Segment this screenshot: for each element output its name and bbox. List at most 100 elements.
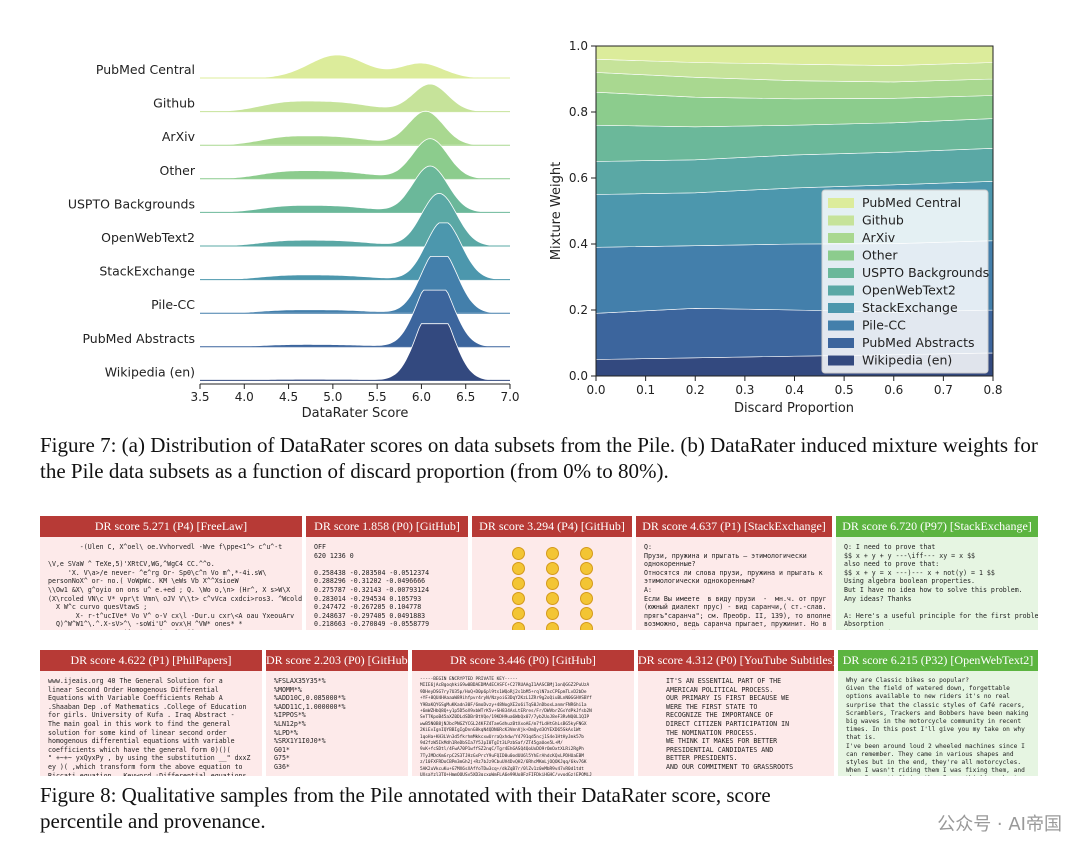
card-body: IT'S AN ESSENTIAL PART OF THE AMERICAN P…: [666, 677, 794, 771]
card-header: DR score 6.215 (P32) [OpenWebText2]: [838, 650, 1038, 671]
x-tick-label: 0.5: [835, 383, 854, 397]
figure-7-caption: Figure 7: (a) Distribution of DataRater …: [40, 433, 1038, 483]
x-tick-label: 4.5: [279, 390, 298, 404]
sample-card-stackexchange-en: DR score 6.720 (P97) [StackExchange] Q: …: [836, 516, 1038, 630]
y-tick-label: 1.0: [569, 39, 588, 53]
sample-card-freelaw: DR score 5.271 (P4) [FreeLaw] -(Ulen C, …: [40, 516, 302, 630]
legend-label: Pile-CC: [862, 318, 906, 333]
legend-swatch: [828, 198, 854, 208]
ridge-arxiv: [199, 110, 510, 146]
legend-label: Wikipedia (en): [862, 353, 952, 368]
x-tick-label: 0.0: [586, 383, 605, 397]
emoji-icon: [579, 607, 593, 620]
emoji-icon: [545, 622, 559, 630]
legend-label: USPTO Backgrounds: [862, 265, 989, 280]
emoji-icon: [511, 592, 525, 605]
legend-label: StackExchange: [862, 300, 958, 315]
emoji-icon: [579, 622, 593, 630]
watermark: 公众号 · AI帝国: [937, 814, 1062, 835]
x-tick-label: 0.2: [686, 383, 705, 397]
sample-card-openwebtext2: DR score 6.215 (P32) [OpenWebText2] Why …: [838, 650, 1038, 776]
legend-label: OpenWebText2: [862, 283, 956, 298]
legend-label: ArXiv: [862, 230, 896, 245]
ridge-label: ArXiv: [162, 129, 196, 144]
card-header: DR score 6.720 (P97) [StackExchange]: [836, 516, 1038, 537]
legend-swatch: [828, 215, 854, 226]
ridge-label: USPTO Backgrounds: [68, 196, 195, 211]
legend-swatch: [828, 355, 854, 366]
x-tick-label: 6.5: [456, 390, 475, 404]
x-tick-label: 0.8: [983, 383, 1002, 397]
legend-swatch: [828, 320, 854, 331]
sample-card-github-emoji: DR score 3.294 (P4) [GitHub]: [472, 516, 632, 630]
x-tick-label: 3.5: [190, 390, 209, 404]
x-axis-label: Discard Proportion: [734, 401, 854, 416]
sample-card-github-gerber: DR score 2.203 (P0) [GitHub] %FSLAX35Y35…: [266, 650, 408, 776]
card-body: www.ijeais.org 40 The General Solution f…: [48, 677, 251, 776]
ridgeline-chart: PubMed Central Github ArXiv Other USPTO Back…: [68, 54, 520, 421]
ridge-label: Github: [153, 96, 195, 111]
x-tick-label: 0.1: [636, 383, 655, 397]
card-body: %FSLAX35Y35*% %MOMM*% %ADD10C,0.085000*%…: [274, 677, 346, 771]
legend: PubMed Central Github ArXiv Other USPTO Back…: [821, 189, 989, 374]
x-axis-label: DataRater Score: [302, 406, 409, 421]
x-ticks: 0.0 0.1 0.2 0.3 0.4 0.5 0.6 0.7 0.8: [586, 376, 1003, 397]
emoji-icon: [545, 577, 559, 590]
emoji-icon: [545, 547, 559, 560]
card-header: DR score 2.203 (P0) [GitHub]: [266, 650, 408, 671]
y-axis-label: Mixture Weight: [549, 162, 564, 260]
emoji-grid: [472, 537, 632, 630]
x-tick-label: 6.0: [412, 390, 431, 404]
legend-label: Other: [862, 248, 898, 263]
legend-label: PubMed Central: [862, 195, 961, 210]
legend-swatch: [828, 250, 854, 261]
card-body: OFF 620 1236 0 0.258438 -0.283504 -0.051…: [314, 543, 433, 630]
y-tick-label: 0.8: [569, 105, 588, 119]
ridgeline-densities: [199, 54, 511, 381]
x-tick-label: 5.5: [368, 390, 387, 404]
y-tick-label: 0.4: [569, 237, 588, 251]
emoji-icon: [579, 547, 593, 560]
legend-swatch: [828, 338, 854, 348]
ridge-label: PubMed Central: [96, 62, 195, 77]
emoji-icon: [545, 607, 559, 620]
x-tick-label: 0.4: [785, 383, 804, 397]
ridge-openwebtext2: [200, 192, 510, 247]
ridge-label: Wikipedia (en): [105, 364, 195, 379]
emoji-icon: [511, 622, 525, 630]
y-ticks: 0.0 0.2 0.4 0.6 0.8 1.0: [569, 39, 596, 383]
card-body: Q: Прузи, пружина и прыгать — этимологич…: [644, 543, 831, 630]
sample-card-youtube: DR score 4.312 (P0) [YouTube Subtitles] …: [638, 650, 834, 776]
ridge-github: [199, 83, 510, 112]
legend-swatch: [828, 285, 854, 296]
sample-card-philpapers: DR score 4.622 (P1) [PhilPapers] www.ije…: [40, 650, 262, 776]
card-header: DR score 5.271 (P4) [FreeLaw]: [40, 516, 302, 537]
y-tick-label: 0.2: [569, 303, 588, 317]
ridgeline-labels: PubMed Central Github ArXiv Other USPTO Back…: [68, 62, 196, 379]
x-tick-label: 5.0: [323, 390, 342, 404]
card-header: DR score 1.858 (P0) [GitHub]: [306, 516, 468, 537]
card-body: Q: I need to prove that $$ x + y + y ---…: [844, 543, 1038, 630]
ridge-label: PubMed Abstracts: [82, 331, 195, 346]
card-header: DR score 4.312 (P0) [YouTube Subtitles]: [638, 650, 834, 671]
x-ticks: 3.5 4.0 4.5 5.0 5.5 6.0 6.5 7.0: [190, 384, 520, 404]
legend-label: PubMed Abstracts: [862, 335, 975, 350]
sample-card-stackexchange-ru: DR score 4.637 (P1) [StackExchange] Q: П…: [636, 516, 832, 630]
ridge-label: Other: [160, 163, 196, 178]
card-header: DR score 3.294 (P4) [GitHub]: [472, 516, 632, 537]
emoji-icon: [545, 592, 559, 605]
ridge-label: OpenWebText2: [101, 230, 195, 245]
card-body: -(Ulen C, X^oel\ oe.Vvhorvedl -Wve f\ppe…: [48, 543, 302, 630]
legend-swatch: [828, 303, 854, 313]
legend-swatch: [828, 233, 854, 243]
ridge-label: StackExchange: [99, 264, 195, 279]
emoji-icon: [511, 607, 525, 620]
x-tick-label: 0.7: [934, 383, 953, 397]
figure-8-caption: Figure 8: Qualitative samples from the P…: [40, 783, 771, 833]
legend-box: [821, 189, 989, 374]
ridge-label: Pile-CC: [151, 297, 195, 312]
sample-card-github-key: DR score 3.446 (P0) [GitHub] -----BEGIN …: [412, 650, 634, 776]
x-tick-label: 0.6: [884, 383, 903, 397]
card-body: -----BEGIN ENCRYPTED PRIVATE KEY----- MI…: [420, 677, 592, 776]
emoji-icon: [511, 562, 525, 575]
